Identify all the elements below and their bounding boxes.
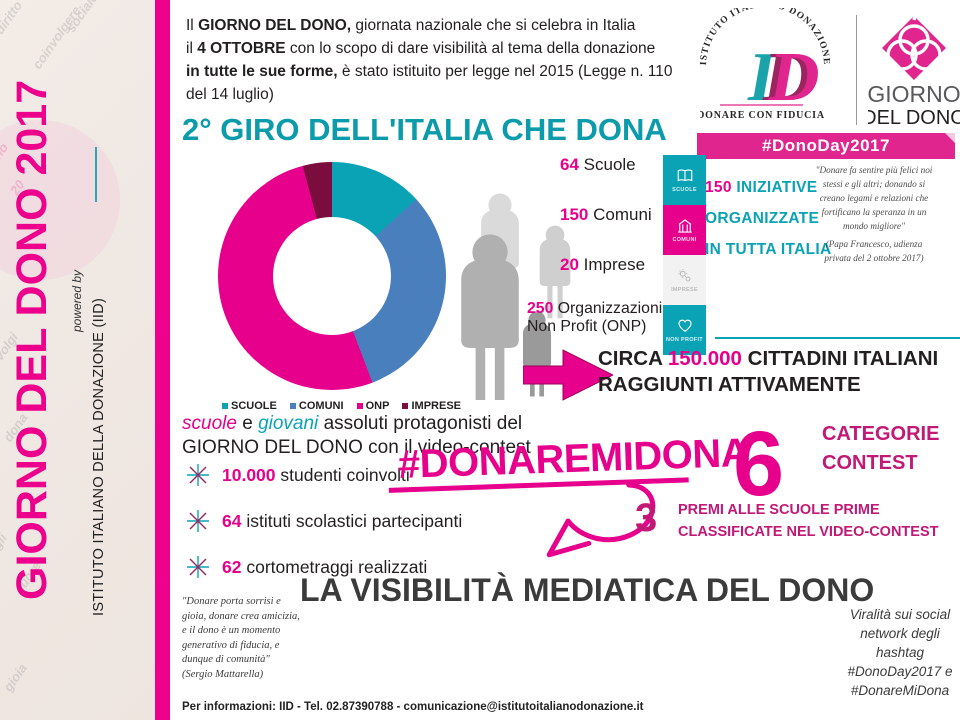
svg-text:GIORNO: GIORNO (868, 81, 960, 107)
svg-text:DONARE CON FIDUCIA: DONARE CON FIDUCIA (700, 110, 825, 121)
svg-text:DEL DONO: DEL DONO (868, 107, 960, 128)
